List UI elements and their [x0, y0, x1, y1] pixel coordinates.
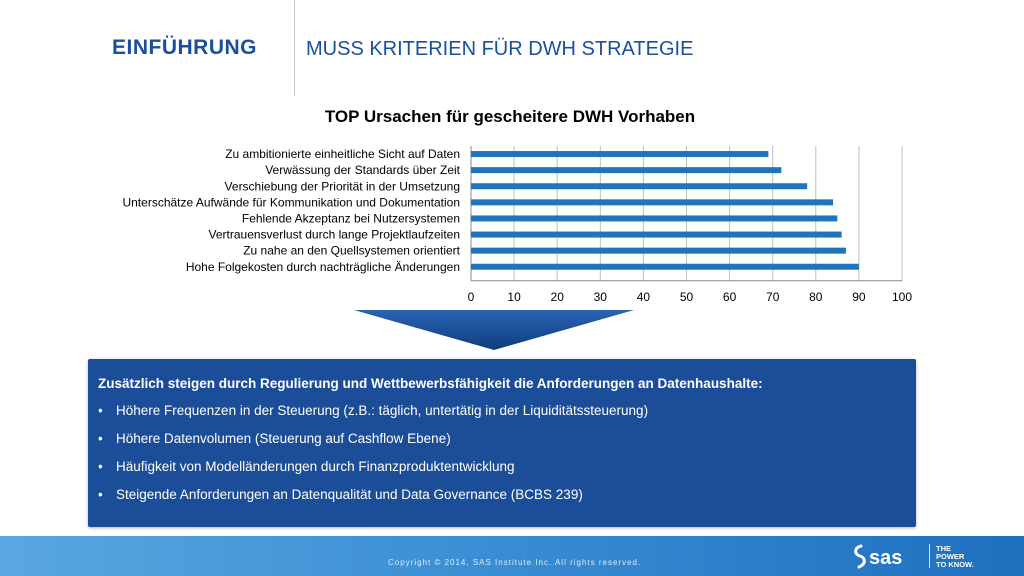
category-label: Verschiebung der Priorität in der Umsetz…: [225, 179, 460, 193]
x-tick-label: 70: [766, 290, 780, 304]
tagline-line: POWER: [936, 552, 965, 561]
x-tick-label: 60: [723, 290, 737, 304]
category-label: Zu nahe an den Quellsystemen orientiert: [243, 244, 460, 258]
bar: [471, 263, 859, 270]
tagline-line: TO KNOW.: [936, 560, 974, 569]
bullet-symbol: •: [98, 431, 103, 446]
bullet-symbol: •: [98, 459, 103, 474]
slide-title: MUSS KRITERIEN FÜR DWH STRATEGIE: [306, 38, 694, 60]
chart-category-labels: Zu ambitionierte einheitliche Sicht auf …: [122, 147, 460, 274]
info-heading: Zusätzlich steigen durch Regulierung und…: [98, 376, 763, 391]
bar: [471, 167, 782, 174]
list-item: • Steigende Anforderungen an Datenqualitä…: [98, 487, 906, 502]
x-tick-label: 20: [551, 290, 565, 304]
x-tick-label: 40: [637, 290, 651, 304]
chart-bars: [471, 151, 859, 270]
x-tick-label: 10: [507, 290, 521, 304]
bullet-text: Häufigkeit von Modelländerungen durch Fi…: [116, 459, 515, 474]
bullet-symbol: •: [98, 403, 103, 418]
list-item: • Häufigkeit von Modelländerungen durch F…: [98, 459, 906, 474]
bar: [471, 215, 838, 222]
x-tick-label: 80: [809, 290, 823, 304]
category-label: Verwässung der Standards über Zeit: [265, 163, 460, 177]
x-tick-label: 100: [892, 290, 912, 304]
list-item: • Höhere Frequenzen in der Steuerung (z.B…: [98, 403, 906, 418]
sas-logo-text: sas: [869, 547, 902, 569]
info-bullet-list: • Höhere Frequenzen in der Steuerung (z.B…: [98, 403, 906, 502]
bullet-text: Steigende Anforderungen an Datenqualität…: [116, 487, 583, 502]
bar-chart: Zu ambitionierte einheitliche Sicht auf …: [122, 146, 913, 304]
bar: [471, 183, 808, 190]
chart-title: TOP Ursachen für gescheitere DWH Vorhabe…: [0, 107, 1024, 127]
sas-logo-icon: sas: [854, 544, 902, 569]
bar: [471, 151, 769, 158]
bullet-text: Höhere Datenvolumen (Steuerung auf Cashf…: [116, 431, 451, 446]
category-label: Unterschätze Aufwände für Kommunikation …: [122, 195, 460, 209]
x-tick-label: 0: [468, 290, 475, 304]
bar: [471, 247, 846, 254]
header-divider: [294, 0, 295, 96]
bullet-text: Höhere Frequenzen in der Steuerung (z.B.…: [116, 403, 649, 418]
logo-divider: [929, 544, 930, 568]
tagline-line: THE: [936, 544, 951, 553]
x-tick-label: 30: [594, 290, 608, 304]
bar: [471, 231, 842, 238]
info-box: Zusätzlich steigen durch Regulierung und…: [88, 359, 916, 527]
list-item: • Höhere Datenvolumen (Steuerung auf Cash…: [98, 431, 906, 446]
category-label: Hohe Folgekosten durch nachträgliche Änd…: [186, 260, 460, 274]
section-title: EINFÜHRUNG: [112, 36, 257, 59]
copyright-text: Copyright © 2014, SAS Institute Inc. All…: [388, 558, 642, 567]
footer: Copyright © 2014, SAS Institute Inc. All…: [0, 536, 1024, 576]
chart-title-text: TOP Ursachen für gescheitere DWH Vorhabe…: [324, 107, 696, 126]
sas-tagline: THE POWER TO KNOW.: [936, 545, 974, 569]
chart-tick-labels: 0 10 20 30 40 50 60 70 80 90 100: [468, 290, 913, 304]
category-label: Zu ambitionierte einheitliche Sicht auf …: [225, 147, 460, 161]
category-label: Vertrauensverlust durch lange Projektlau…: [209, 228, 460, 242]
bar: [471, 199, 834, 206]
bullet-symbol: •: [98, 487, 103, 502]
category-label: Fehlende Akzeptanz bei Nutzersystemen: [242, 211, 460, 225]
x-tick-label: 50: [680, 290, 694, 304]
funnel-arrow: [354, 310, 634, 350]
x-tick-label: 90: [852, 290, 866, 304]
